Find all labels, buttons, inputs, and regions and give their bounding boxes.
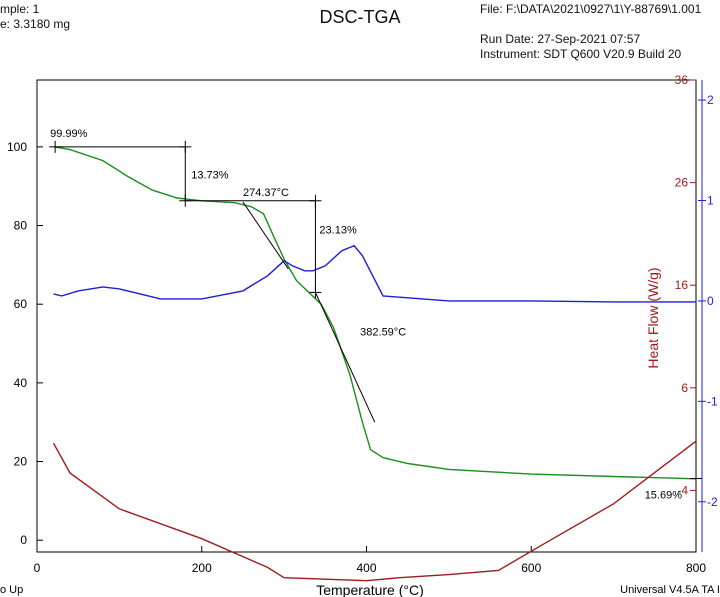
tangent-line <box>242 201 289 270</box>
series-line-heat_flow <box>53 244 696 303</box>
annotation-label: 15.69% <box>645 489 683 501</box>
heat-flow-tick-label: -4 <box>677 483 688 497</box>
chart-title: DSC-TGA <box>319 7 401 27</box>
heat-flow-tick-label: 6 <box>681 381 688 395</box>
annotation-label: 274.37°C <box>243 187 289 199</box>
x-tick-label: 0 <box>34 561 41 575</box>
blue-tick-label: -1 <box>707 394 718 408</box>
sample-size: e: 3.3180 mg <box>0 17 71 31</box>
x-tick-label: 800 <box>686 561 706 575</box>
file-path: File: F:\DATA\2021\0927\1\Y-88769\1.001 <box>480 2 702 16</box>
left-tick-label: 60 <box>14 297 28 311</box>
run-date: Run Date: 27-Sep-2021 07:57 <box>480 32 641 46</box>
heat-flow-tick-label: 36 <box>675 73 689 87</box>
left-tick-label: 20 <box>14 455 28 469</box>
footer-left: o Up <box>0 584 23 596</box>
sample-name: mple: 1 <box>0 2 40 16</box>
series-line-weight <box>54 146 697 480</box>
x-axis-label: Temperature (°C) <box>316 582 424 597</box>
plot-frame <box>36 79 697 553</box>
instrument: Instrument: SDT Q600 V20.9 Build 20 <box>480 47 682 61</box>
blue-tick-label: 1 <box>707 194 714 208</box>
blue-tick-label: 2 <box>707 93 714 107</box>
series-line-deriv <box>52 440 697 582</box>
blue-tick-label: 0 <box>707 294 714 308</box>
left-tick-label: 40 <box>14 376 28 390</box>
blue-tick-label: -2 <box>707 495 718 509</box>
annotation-label: 99.99% <box>50 128 88 140</box>
heat-flow-tick-label: 26 <box>675 176 689 190</box>
footer-right: Universal V4.5A TA I <box>620 584 720 596</box>
annotation-label: 382.59°C <box>360 327 406 339</box>
heat-flow-tick-label: 16 <box>675 278 689 292</box>
left-tick-label: 100 <box>7 140 27 154</box>
annotation-label: 13.73% <box>191 169 229 181</box>
x-tick-label: 400 <box>356 561 376 575</box>
annotation-label: 23.13% <box>319 224 357 236</box>
heat-flow-axis-label: Heat Flow (W/g) <box>645 267 661 368</box>
left-tick-label: 0 <box>20 533 27 547</box>
x-tick-label: 200 <box>192 561 212 575</box>
tangent-line <box>314 292 376 423</box>
x-tick-label: 600 <box>521 561 541 575</box>
left-tick-label: 80 <box>14 219 28 233</box>
